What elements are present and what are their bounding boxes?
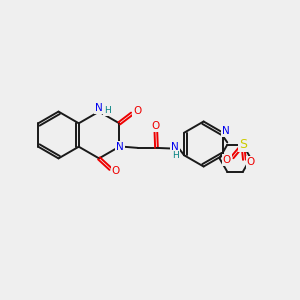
Text: N: N xyxy=(116,142,124,152)
Text: N: N xyxy=(222,126,230,136)
Text: O: O xyxy=(247,157,255,167)
Text: O: O xyxy=(112,166,120,176)
Text: H: H xyxy=(172,151,178,160)
Text: H: H xyxy=(104,106,111,115)
Text: O: O xyxy=(133,106,141,116)
Text: N: N xyxy=(95,103,103,113)
Text: N: N xyxy=(171,142,179,152)
Text: O: O xyxy=(223,155,231,165)
Text: S: S xyxy=(239,138,247,151)
Text: O: O xyxy=(152,121,160,131)
